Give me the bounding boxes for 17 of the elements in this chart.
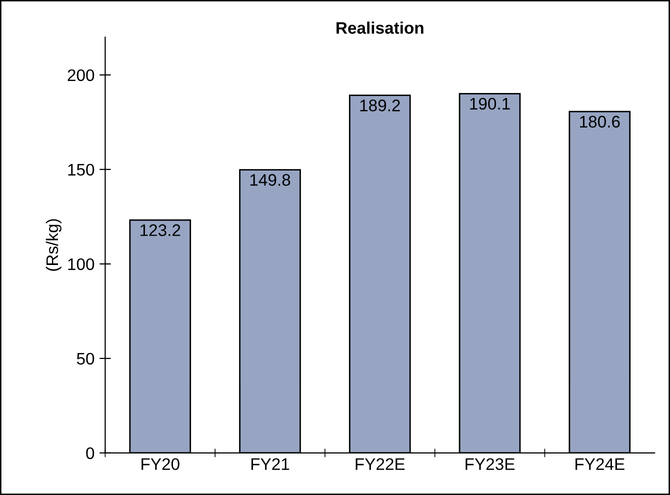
data-label: 189.2 [360, 100, 400, 112]
y-tick-label: 100 [68, 258, 94, 270]
x-tick-label: FY24E [576, 458, 624, 470]
data-label: 149.8 [250, 174, 290, 186]
data-label: 190.1 [470, 98, 510, 110]
data-label: 123.2 [140, 224, 180, 236]
y-tick-label: 0 [86, 447, 94, 460]
y-axis-title: (Rs/kg) [46, 219, 62, 271]
x-tick-label: FY22E [356, 458, 405, 470]
x-tick-label: FY21 [251, 458, 290, 470]
chart-title: Realisation [336, 22, 424, 34]
y-tick-label: 50 [76, 352, 94, 365]
data-label: 180.6 [580, 116, 620, 128]
x-tick-label: FY23E [466, 458, 515, 470]
y-tick-label: 150 [68, 164, 94, 176]
y-tick-label: 200 [68, 69, 94, 82]
x-tick-label: FY20 [142, 458, 180, 470]
